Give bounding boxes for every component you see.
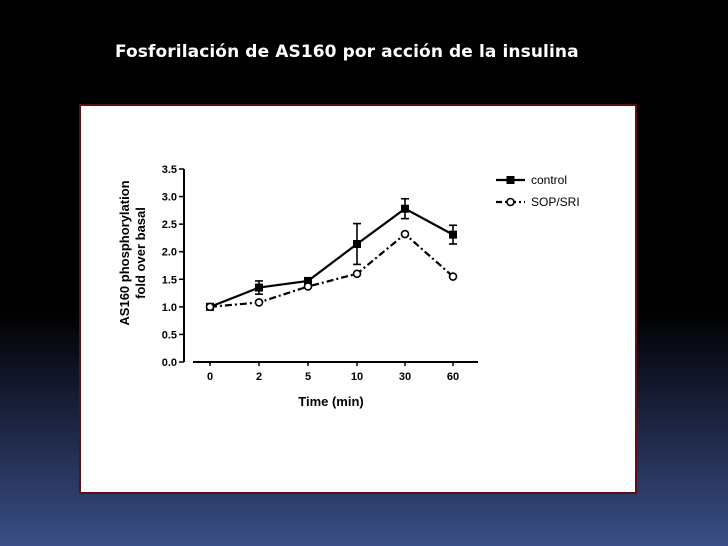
legend-marker (506, 197, 515, 207)
series-sop-sri (205, 229, 458, 312)
x-tick-label: 30 (399, 371, 411, 383)
y-tick-label: 1.0 (162, 302, 177, 314)
y-tick-label: 0.0 (162, 357, 177, 369)
chart-legend: control SOP/SRI (496, 173, 580, 209)
y-tick-label: 2.5 (162, 219, 177, 231)
series-line (209, 207, 454, 308)
legend-label: control (531, 173, 567, 187)
as160-line-chart: 0.0 0.5 1.0 1.5 2.0 2.5 3.0 3.5 0 2 5 10 30 60 contr… (117, 164, 580, 409)
x-tick-label: 5 (305, 371, 311, 383)
x-tick-label: 0 (207, 371, 213, 383)
legend-item: control (496, 173, 567, 187)
data-point (400, 229, 410, 239)
data-point (448, 272, 458, 281)
x-axis-ticks: 0 2 5 10 30 60 (207, 362, 459, 383)
series-line (209, 232, 454, 308)
data-point (352, 269, 362, 279)
y-axis-ticks: 0.0 0.5 1.0 1.5 2.0 2.5 3.0 3.5 (162, 164, 184, 369)
data-point (303, 282, 313, 291)
data-point (401, 204, 409, 213)
data-point (449, 230, 457, 239)
legend-marker (506, 176, 515, 184)
y-axis-label: AS160 phosphorylation fold over basal (117, 180, 148, 325)
data-point (255, 283, 263, 292)
chart-axes (183, 169, 478, 363)
y-tick-label: 3.5 (162, 164, 177, 176)
legend-label: SOP/SRI (531, 195, 580, 209)
data-point (205, 302, 215, 312)
y-tick-label: 1.5 (162, 274, 177, 286)
x-tick-label: 60 (447, 371, 459, 383)
y-axis-label-line2: fold over basal (133, 207, 148, 299)
figure-panel: 0.0 0.5 1.0 1.5 2.0 2.5 3.0 3.5 0 2 5 10 30 60 contr… (79, 104, 637, 494)
x-tick-label: 10 (351, 371, 363, 383)
slide-title: Fosforilación de AS160 por acción de la … (115, 42, 579, 62)
series-control (206, 197, 457, 311)
y-tick-label: 3.0 (162, 192, 177, 204)
legend-item: SOP/SRI (496, 195, 580, 209)
y-tick-label: 2.0 (162, 247, 177, 259)
chart-series (205, 197, 458, 312)
data-point (353, 239, 361, 248)
x-axis-label: Time (min) (298, 394, 364, 409)
data-point (254, 298, 264, 307)
data-point (304, 276, 312, 285)
y-axis-label-line1: AS160 phosphorylation (117, 180, 132, 325)
y-tick-label: 0.5 (162, 329, 177, 341)
x-tick-label: 2 (256, 371, 262, 383)
